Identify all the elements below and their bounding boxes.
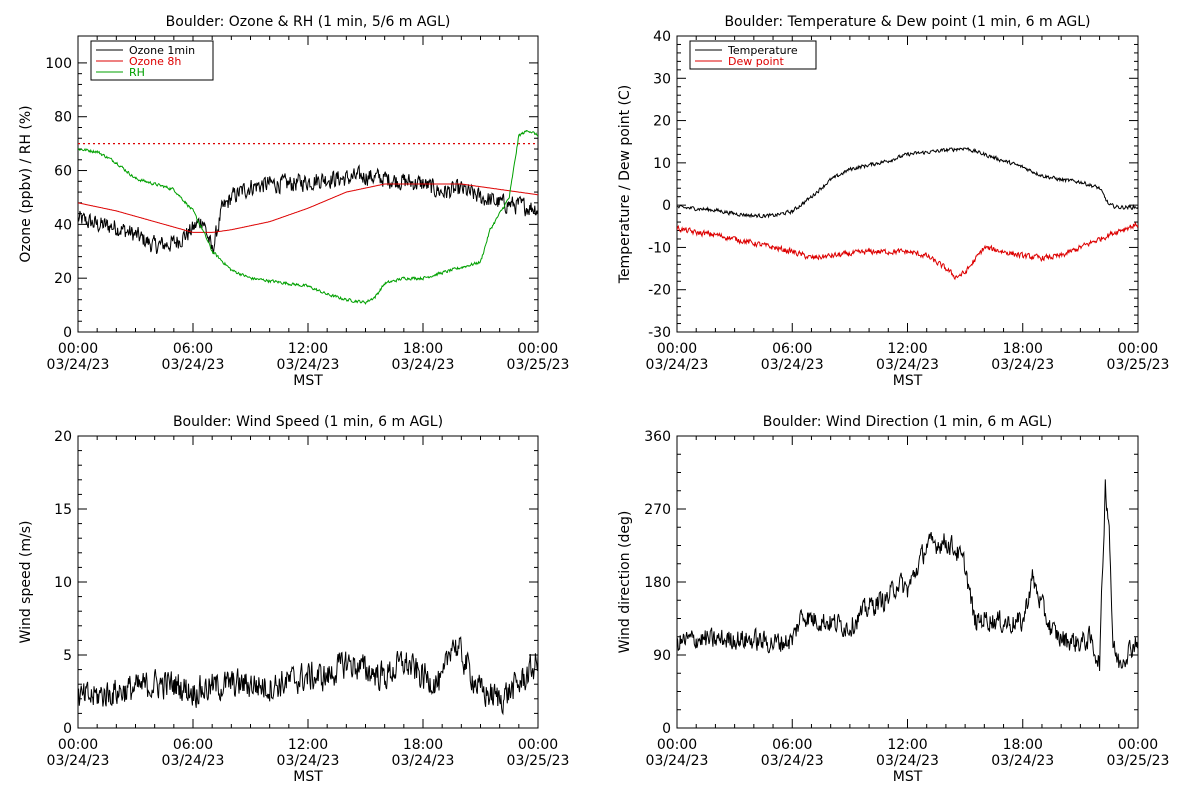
x-tick-time: 18:00 <box>1003 341 1043 357</box>
x-tick-date: 03/24/23 <box>392 753 455 769</box>
y-axis-label: Wind direction (deg) <box>617 511 633 654</box>
chart-panel-4: Boulder: Wind Direction (1 min, 6 m AGL)… <box>617 414 1169 785</box>
chart-title: Boulder: Ozone & RH (1 min, 5/6 m AGL) <box>166 14 451 30</box>
x-tick-date: 03/24/23 <box>47 753 110 769</box>
y-tick-label: 0 <box>63 721 72 737</box>
x-tick-time: 06:00 <box>173 341 213 357</box>
y-tick-label: 360 <box>644 429 671 445</box>
x-tick-date: 03/25/23 <box>1107 357 1170 373</box>
x-tick-time: 06:00 <box>772 737 812 753</box>
x-tick-time: 00:00 <box>58 737 98 753</box>
legend-label: Ozone 8h <box>129 55 181 68</box>
y-tick-label: 20 <box>54 429 72 445</box>
x-tick-time: 18:00 <box>1003 737 1043 753</box>
y-tick-label: 5 <box>63 648 72 664</box>
x-axis-label: MST <box>293 769 323 785</box>
y-tick-label: 20 <box>54 271 72 287</box>
legend-label: Ozone 1min <box>129 44 195 57</box>
y-axis-label: Ozone (ppbv) / RH (%) <box>18 105 34 262</box>
series-dew-point <box>677 222 1138 281</box>
y-tick-label: 40 <box>54 217 72 233</box>
y-tick-label: -20 <box>648 283 671 299</box>
x-tick-date: 03/24/23 <box>876 357 939 373</box>
series-rh <box>78 130 538 305</box>
x-tick-date: 03/25/23 <box>1107 753 1170 769</box>
chart-title: Boulder: Wind Speed (1 min, 6 m AGL) <box>173 414 443 430</box>
y-tick-label: 0 <box>662 198 671 214</box>
chart-panel-3: Boulder: Wind Speed (1 min, 6 m AGL) 0 5 10… <box>18 414 569 785</box>
series-ozone-8h <box>78 183 538 233</box>
series-line <box>78 636 538 716</box>
y-tick-label: 20 <box>653 114 671 130</box>
y-tick-label: 100 <box>45 56 72 72</box>
x-tick-date: 03/24/23 <box>646 753 709 769</box>
plot-frame <box>676 35 1139 333</box>
x-tick-time: 12:00 <box>288 737 328 753</box>
x-tick-time: 12:00 <box>887 737 927 753</box>
y-tick-label: 30 <box>653 71 671 87</box>
x-tick-date: 03/24/23 <box>876 753 939 769</box>
x-tick-date: 03/24/23 <box>761 357 824 373</box>
y-tick-label: 0 <box>662 721 671 737</box>
legend-label: Dew point <box>728 55 784 68</box>
y-axis-label: Temperature / Dew point (C) <box>617 85 633 284</box>
x-tick-time: 00:00 <box>518 341 558 357</box>
y-tick-label: 270 <box>644 502 671 518</box>
x-tick-time: 00:00 <box>1118 737 1158 753</box>
x-tick-time: 00:00 <box>657 737 697 753</box>
x-tick-time: 00:00 <box>657 341 697 357</box>
x-tick-time: 18:00 <box>403 341 443 357</box>
x-tick-time: 06:00 <box>173 737 213 753</box>
x-tick-time: 00:00 <box>518 737 558 753</box>
y-tick-label: 60 <box>54 164 72 180</box>
x-axis-label: MST <box>293 373 323 389</box>
x-tick-time: 12:00 <box>288 341 328 357</box>
x-tick-date: 03/24/23 <box>761 753 824 769</box>
y-tick-label: 180 <box>644 575 671 591</box>
y-tick-label: 10 <box>653 156 671 172</box>
x-tick-time: 06:00 <box>772 341 812 357</box>
y-tick-label: -10 <box>648 240 671 256</box>
x-tick-date: 03/24/23 <box>991 753 1054 769</box>
series-temperature <box>677 147 1138 219</box>
series-line <box>677 479 1138 672</box>
y-axis-label: Wind speed (m/s) <box>18 521 34 644</box>
x-tick-date: 03/24/23 <box>162 357 225 373</box>
legend-box <box>689 40 817 70</box>
series-ozone-1min <box>78 164 538 254</box>
x-tick-date: 03/24/23 <box>277 357 340 373</box>
x-tick-date: 03/24/23 <box>646 357 709 373</box>
x-tick-date: 03/24/23 <box>162 753 225 769</box>
chart-title: Boulder: Wind Direction (1 min, 6 m AGL) <box>763 414 1052 430</box>
chart-panel-1: Boulder: Ozone & RH (1 min, 5/6 m AGL) 0 2… <box>18 14 569 389</box>
x-tick-date: 03/24/23 <box>991 357 1054 373</box>
chart-panel-2: Boulder: Temperature & Dew point (1 min,… <box>617 14 1169 389</box>
x-axis-label: MST <box>893 373 923 389</box>
y-tick-label: 40 <box>653 29 671 45</box>
x-tick-time: 18:00 <box>403 737 443 753</box>
y-tick-label: 80 <box>54 110 72 126</box>
chart-title: Boulder: Temperature & Dew point (1 min,… <box>724 14 1090 30</box>
y-tick-label: 90 <box>653 648 671 664</box>
y-tick-label: -30 <box>648 325 671 341</box>
x-tick-date: 03/24/23 <box>277 753 340 769</box>
legend-label: RH <box>129 66 145 79</box>
plot-frame <box>676 435 1139 729</box>
x-tick-date: 03/25/23 <box>507 753 570 769</box>
x-axis-label: MST <box>893 769 923 785</box>
y-tick-label: 10 <box>54 575 72 591</box>
y-tick-label: 15 <box>54 502 72 518</box>
x-tick-date: 03/24/23 <box>392 357 455 373</box>
legend-label: Temperature <box>727 44 798 57</box>
x-tick-date: 03/25/23 <box>507 357 570 373</box>
x-tick-time: 12:00 <box>887 341 927 357</box>
x-tick-date: 03/24/23 <box>47 357 110 373</box>
x-tick-time: 00:00 <box>58 341 98 357</box>
x-tick-time: 00:00 <box>1118 341 1158 357</box>
y-tick-label: 0 <box>63 325 72 341</box>
